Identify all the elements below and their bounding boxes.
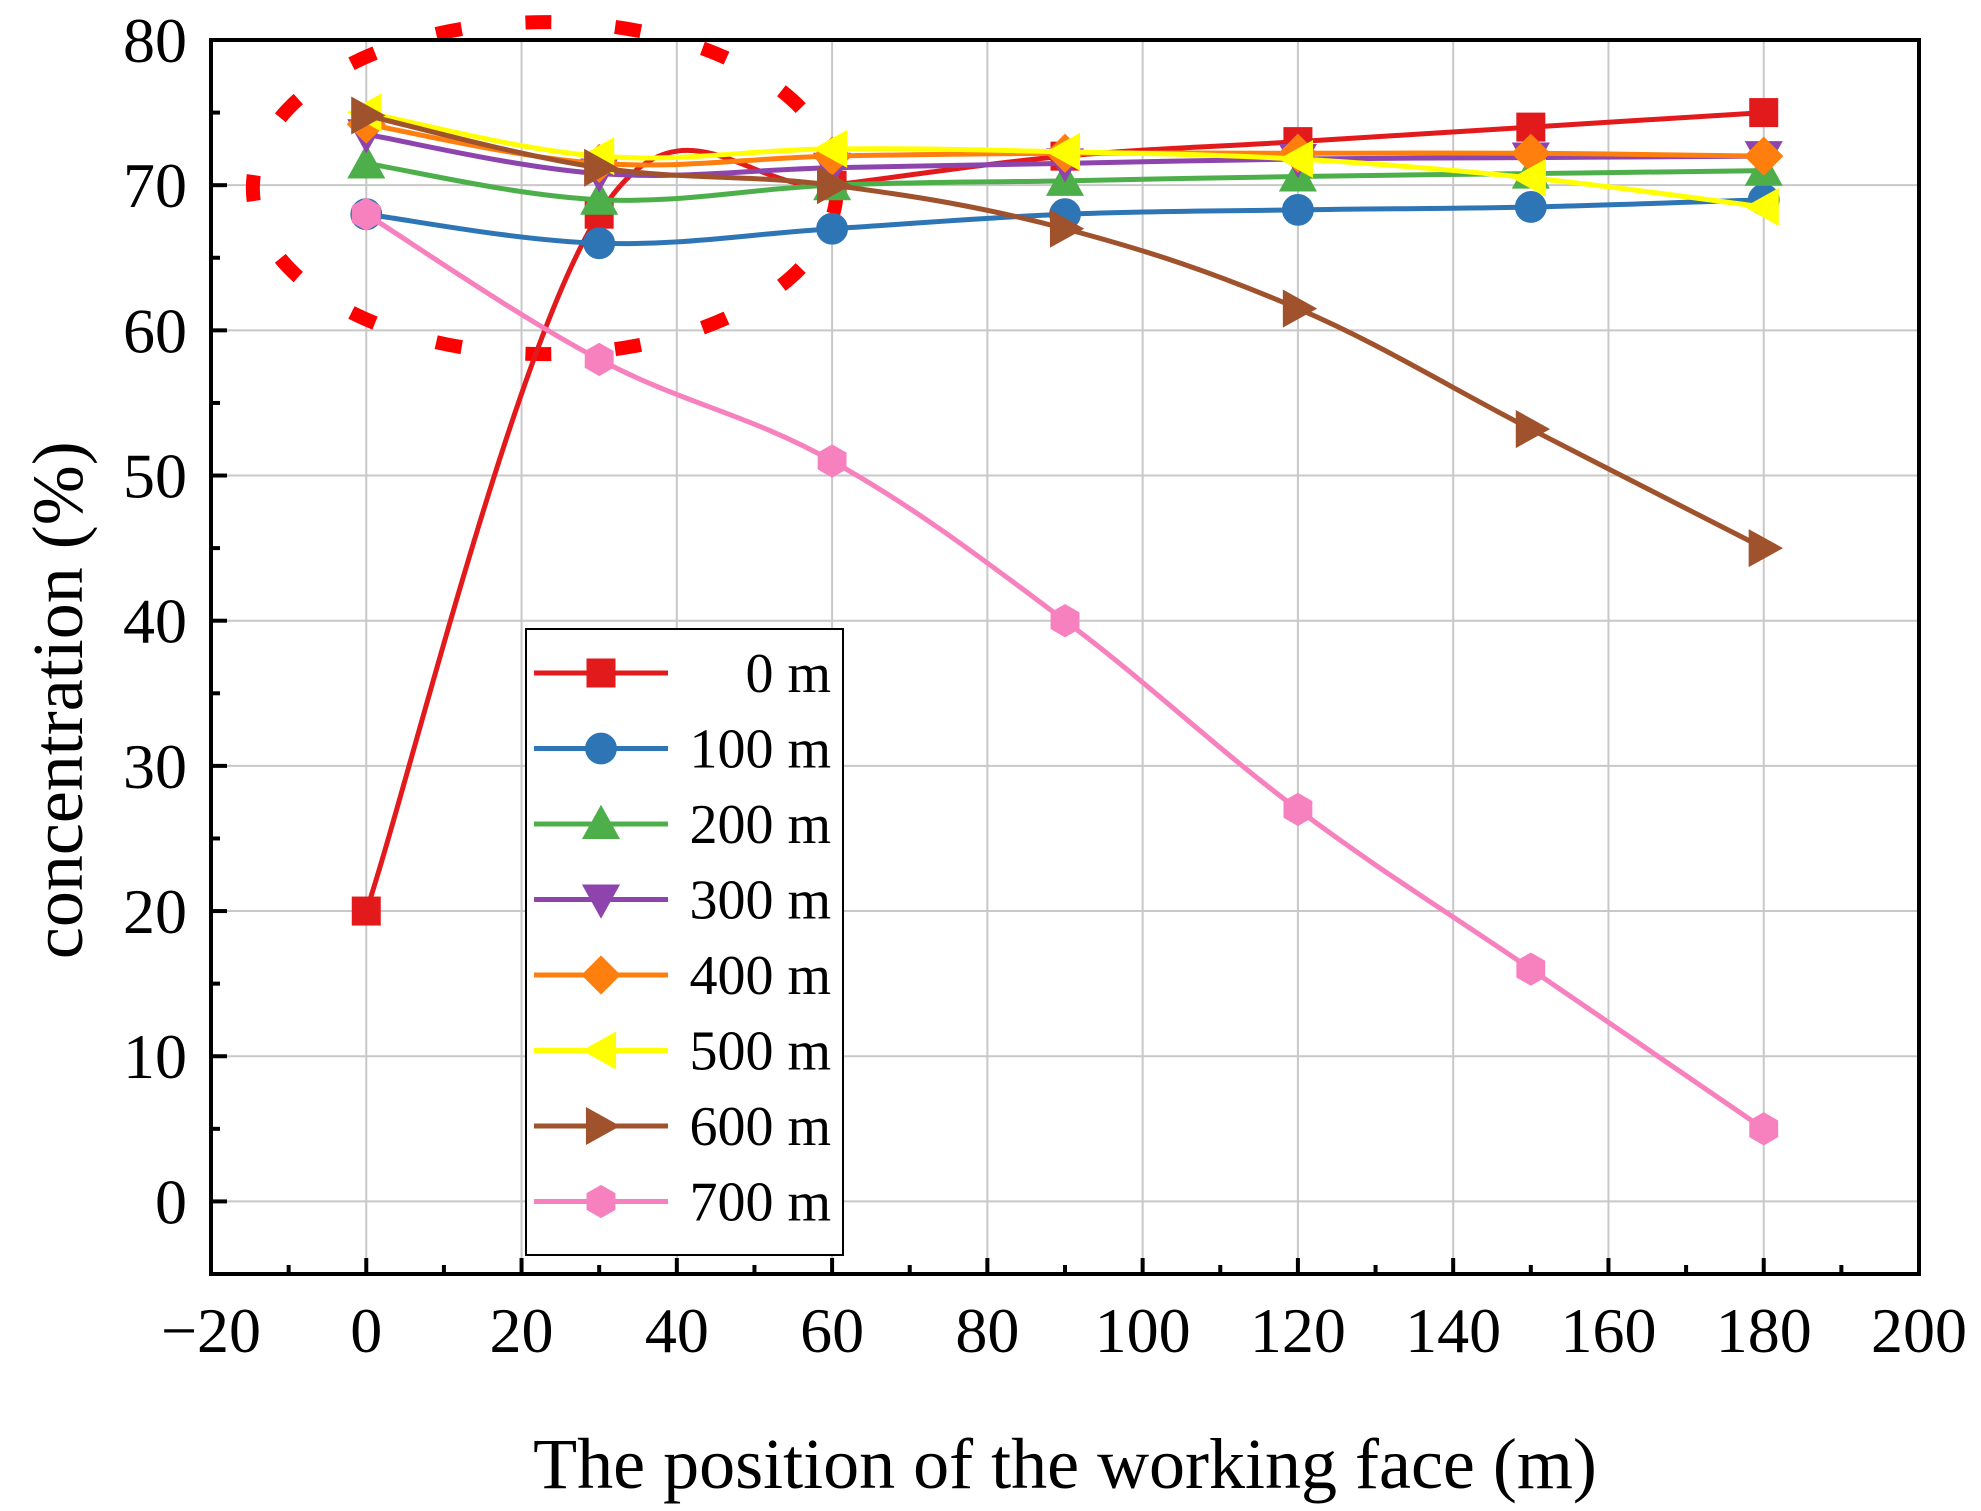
legend-label: 700 m [689, 1172, 831, 1234]
data-point [1744, 187, 1779, 227]
x-tick-label: 40 [645, 1295, 709, 1366]
data-point [1511, 158, 1546, 197]
y-tick-label: 50 [123, 441, 187, 512]
legend-label: 0 m [745, 643, 831, 705]
series-group [346, 93, 1784, 1146]
x-axis-title: The position of the working face (m) [533, 1424, 1597, 1504]
x-tick-label: −20 [161, 1295, 261, 1366]
data-point [1515, 410, 1551, 449]
legend-marker [581, 884, 621, 919]
x-tick-label: 180 [1716, 1295, 1812, 1366]
data-point [580, 180, 619, 215]
x-tick-label: 0 [350, 1295, 382, 1366]
legend-label: 400 m [689, 945, 831, 1007]
data-point [1282, 289, 1318, 328]
legend: 0 m 100 m 200 m 300 m 400 m 500 m 600 m 700 m [525, 628, 844, 1256]
data-point [1749, 1112, 1779, 1146]
legend-label: 300 m [689, 870, 831, 932]
y-tick-label: 10 [123, 1021, 187, 1092]
legend-marker [586, 658, 616, 688]
legend-marker [585, 1106, 621, 1146]
data-point [351, 96, 386, 135]
data-point [584, 342, 614, 377]
legend-item: 600 m [534, 1096, 831, 1158]
data-point [1744, 136, 1784, 176]
data-point [1516, 952, 1546, 986]
data-point [1748, 529, 1783, 568]
y-tick-label: 20 [123, 876, 187, 947]
legend-label: 100 m [689, 719, 831, 781]
data-point [1514, 191, 1547, 223]
legend-item: 500 m [534, 1021, 831, 1083]
data-point [1049, 209, 1085, 248]
legend-marker [581, 955, 621, 995]
x-tick-label: 80 [955, 1295, 1019, 1366]
legend-label: 600 m [689, 1096, 831, 1158]
x-tick-label: 200 [1871, 1295, 1967, 1366]
y-tick-label: 30 [123, 731, 187, 802]
x-tick-label: 20 [490, 1295, 554, 1366]
data-point [584, 148, 619, 187]
legend-item: 700 m [534, 1172, 831, 1234]
legend-item: 400 m [534, 945, 831, 1007]
data-point [817, 444, 847, 478]
x-tick-label: 100 [1095, 1295, 1191, 1366]
series-700m [351, 197, 1779, 1146]
legend-marker [585, 732, 617, 765]
data-point [816, 212, 848, 245]
x-tick-label: 120 [1250, 1295, 1346, 1366]
legend-label: 500 m [689, 1021, 831, 1083]
y-tick-label: 70 [123, 150, 187, 221]
series-line [363, 110, 1764, 912]
axis-ticks: −20 0 20 40 60 80 100 120 140 160 180 200 0 10 20 30 40 5… [123, 5, 1967, 1366]
legend-item: 200 m [534, 794, 831, 856]
data-point [1283, 792, 1313, 827]
series-600m [351, 96, 1783, 568]
legend-label: 200 m [689, 794, 831, 856]
data-point [1050, 604, 1080, 638]
legend-item: 0 m [534, 643, 831, 705]
legend-box [525, 628, 844, 1256]
x-tick-label: 140 [1405, 1295, 1501, 1366]
legend-marker [586, 1184, 616, 1219]
y-tick-label: 60 [123, 295, 187, 366]
data-point [812, 129, 848, 168]
legend-item: 100 m [534, 719, 831, 781]
highlight-ellipse [245, 15, 844, 362]
data-point [351, 197, 381, 231]
data-point [1282, 193, 1314, 226]
x-tick-label: 60 [800, 1295, 864, 1366]
x-tick-label: 160 [1560, 1295, 1656, 1366]
data-point [1045, 132, 1081, 171]
y-tick-label: 80 [123, 5, 187, 76]
highlight-annotation [245, 15, 844, 362]
data-point [1749, 98, 1779, 128]
legend-item: 300 m [534, 870, 831, 932]
legend-marker [581, 804, 621, 840]
y-axis-title: concentration (%) [18, 441, 98, 959]
y-tick-label: 40 [123, 586, 187, 657]
data-point [583, 227, 616, 260]
data-point [1278, 139, 1313, 179]
legend-marker [581, 1031, 617, 1070]
data-point [347, 144, 386, 179]
data-point [817, 166, 852, 205]
y-tick-label: 0 [155, 1166, 187, 1237]
data-point [351, 896, 381, 926]
